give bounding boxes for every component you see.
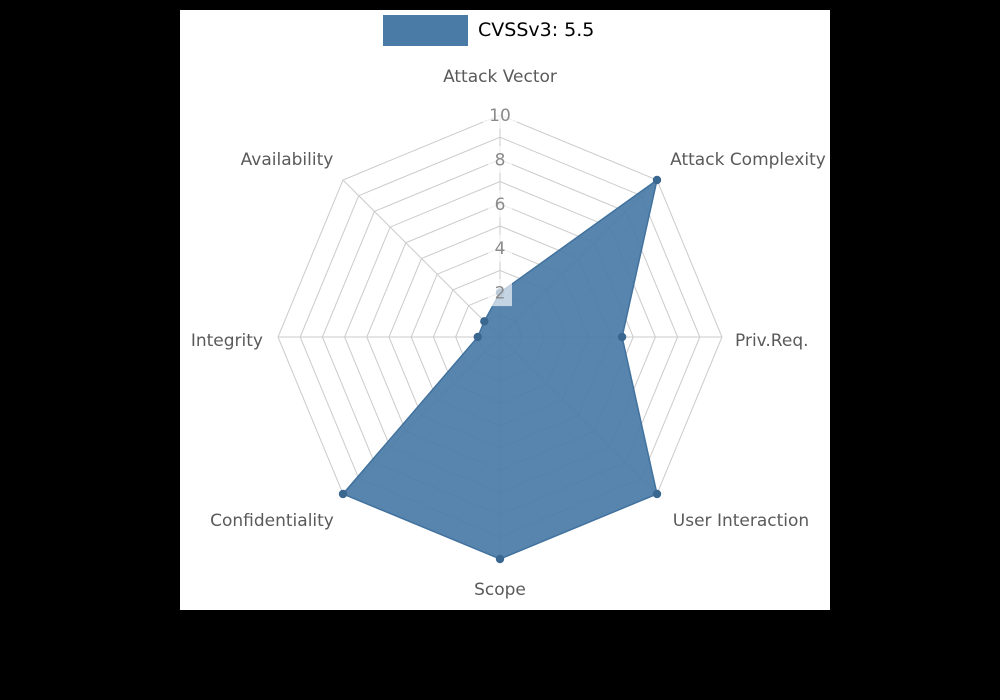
axis-label-user-interaction: User Interaction: [673, 511, 809, 531]
chart-legend: CVSSv3: 5.5: [383, 14, 594, 46]
data-point-availability: [480, 317, 489, 326]
data-point-confidentiality: [338, 489, 348, 499]
data-point-attack-complexity: [652, 175, 662, 185]
axis-label-scope: Scope: [474, 580, 526, 600]
legend-label: CVSSv3: 5.5: [478, 19, 595, 41]
tick-label-4: 4: [495, 239, 506, 259]
tick-label-6: 6: [495, 195, 506, 215]
tick-box: [488, 190, 512, 218]
axis-label-integrity: Integrity: [191, 331, 263, 351]
tick-box: [488, 279, 512, 307]
legend-swatch: [383, 14, 468, 46]
data-point-scope: [495, 554, 505, 564]
axis-spoke: [342, 179, 501, 338]
axis-label-attack-vector: Attack Vector: [443, 67, 557, 87]
tick-layer: 2 4 6 8 10: [483, 101, 517, 307]
data-point-integrity: [473, 332, 482, 342]
tick-box: [488, 234, 512, 262]
data-point-priv-req-: [617, 332, 627, 342]
axis-label-confidentiality: Confidentiality: [210, 511, 334, 531]
tick-label-10: 10: [489, 106, 511, 126]
axis-label-availability: Availability: [241, 150, 334, 170]
tick-box: [488, 145, 512, 173]
tick-box: [483, 101, 517, 129]
tick-label-2: 2: [495, 284, 506, 304]
data-point-user-interaction: [652, 489, 662, 499]
axis-label-layer: Attack Vector Attack Complexity Priv.Req…: [191, 67, 826, 600]
axis-label-attack-complexity: Attack Complexity: [670, 150, 826, 170]
tick-label-8: 8: [495, 150, 506, 170]
axis-label-priv-req: Priv.Req.: [735, 331, 809, 351]
